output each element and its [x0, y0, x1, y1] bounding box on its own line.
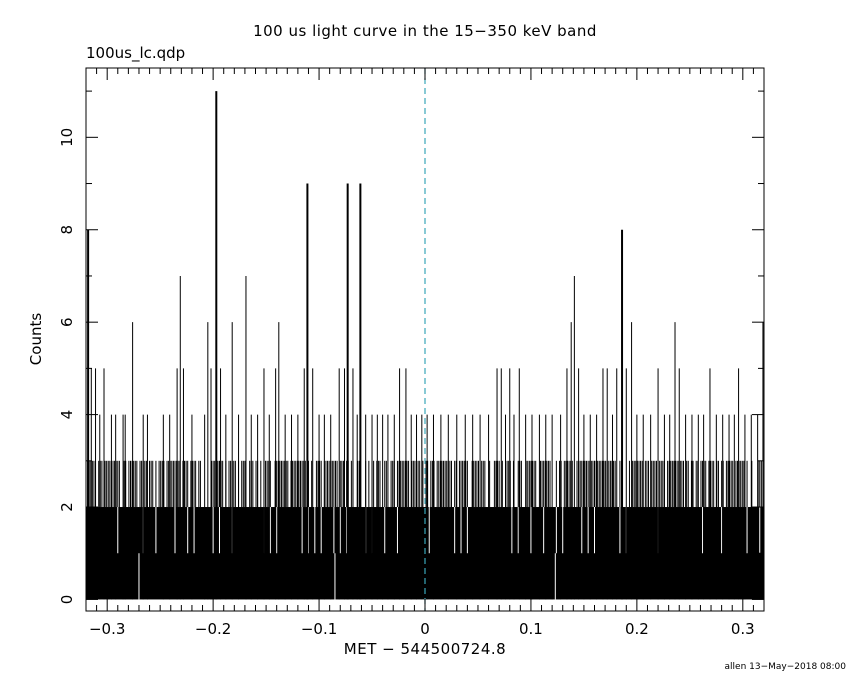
x-tick-label: 0	[420, 620, 430, 638]
y-axis-label: Counts	[27, 312, 45, 366]
x-axis-label: MET − 544500724.8	[343, 640, 507, 658]
x-tick-label: −0.2	[195, 620, 231, 638]
chart-subtitle: 100us_lc.qdp	[86, 44, 186, 62]
axis-ticks	[85, 68, 765, 611]
x-tick-label: 0.1	[519, 620, 543, 638]
y-tick-label: 0	[58, 595, 76, 605]
y-tick-label: 8	[58, 225, 76, 235]
axis-tick-labels: −0.3 −0.2 −0.1 0 0.1 0.2 0.3 0 2 4 6 8 10	[58, 128, 755, 638]
footer-credit: allen 13−May−2018 08:00	[724, 662, 846, 672]
chart-title: 100 us light curve in the 15−350 keV ban…	[253, 22, 597, 40]
y-tick-label: 10	[58, 128, 76, 147]
x-tick-label: −0.3	[89, 620, 125, 638]
y-tick-label: 2	[58, 502, 76, 512]
x-tick-label: 0.3	[731, 620, 755, 638]
y-tick-label: 4	[58, 410, 76, 420]
x-tick-label: −0.1	[301, 620, 337, 638]
y-tick-label: 6	[58, 317, 76, 327]
x-tick-label: 0.2	[625, 620, 649, 638]
